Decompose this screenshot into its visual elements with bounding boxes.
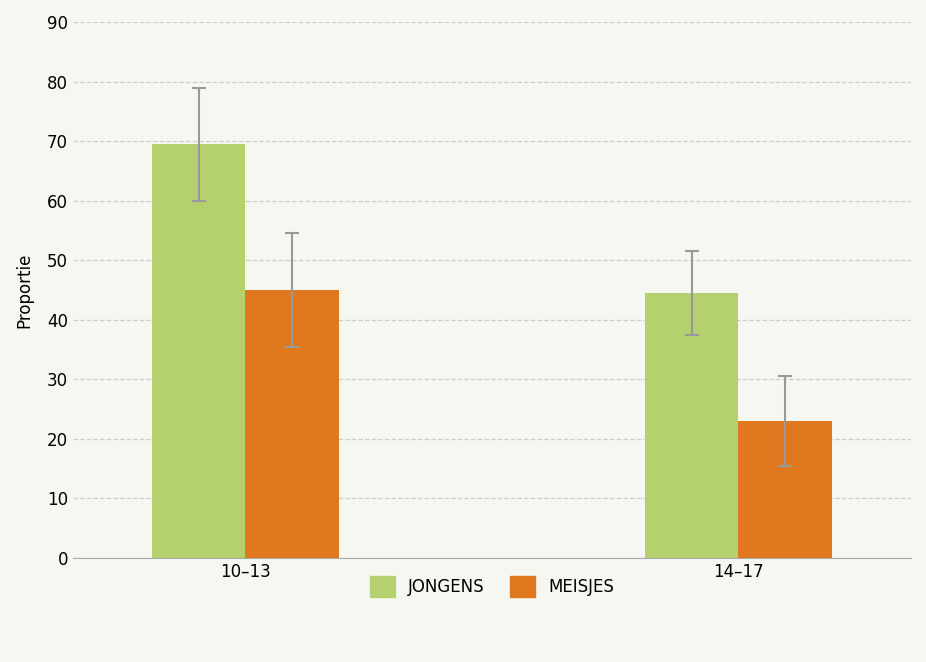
Bar bbox=[152, 144, 245, 558]
Bar bbox=[738, 421, 832, 558]
Y-axis label: Proportie: Proportie bbox=[15, 252, 33, 328]
Bar bbox=[644, 293, 738, 558]
Legend: JONGENS, MEISJES: JONGENS, MEISJES bbox=[363, 569, 620, 603]
Bar bbox=[245, 290, 339, 558]
